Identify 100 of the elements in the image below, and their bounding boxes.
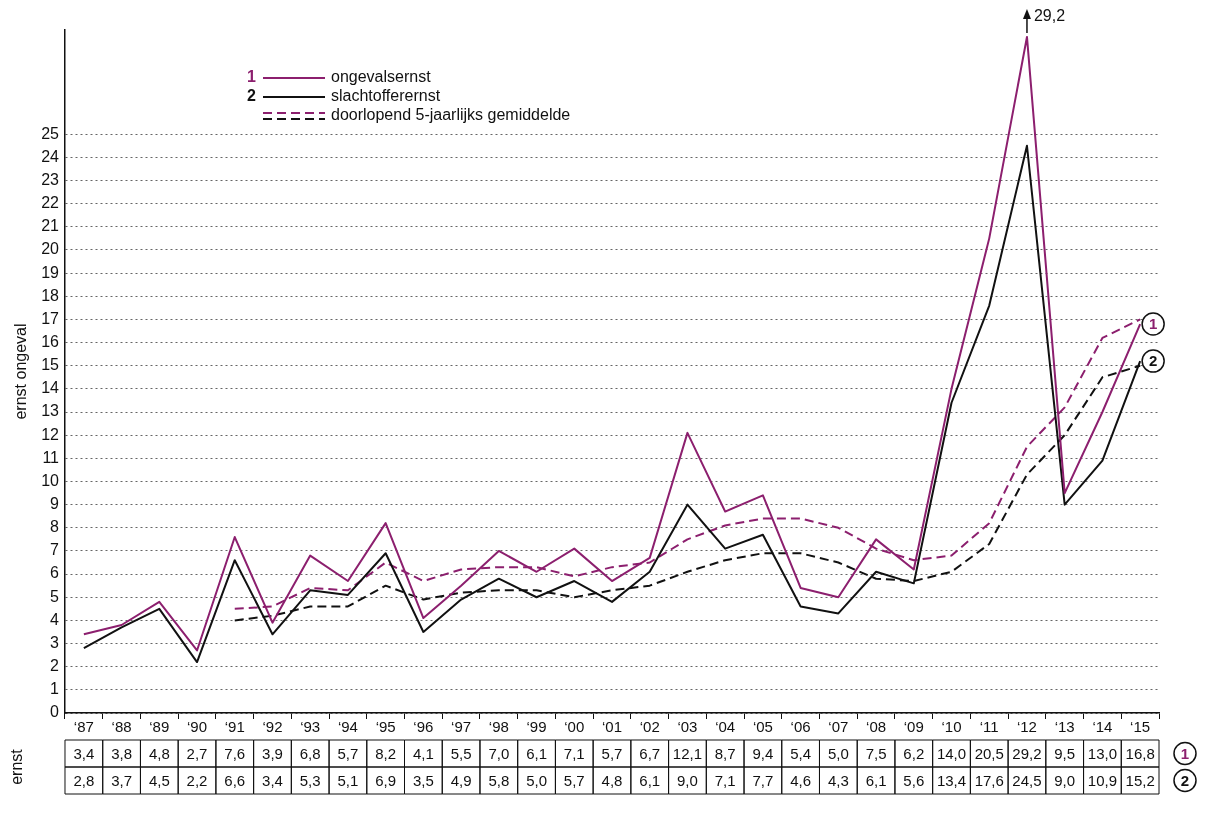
y-tick-label: 17 bbox=[41, 309, 60, 327]
x-tick-label: ‘00 bbox=[564, 718, 585, 736]
data-label: 8,2 bbox=[375, 744, 397, 762]
y-tick-label: 19 bbox=[41, 263, 60, 281]
data-label: 5,7 bbox=[563, 771, 585, 789]
text: 1 bbox=[1180, 744, 1190, 762]
y-tick-label: 11 bbox=[42, 448, 60, 466]
text: ernst bbox=[8, 748, 26, 785]
x-tick-label: ‘06 bbox=[790, 718, 811, 736]
annotation: 1 bbox=[1148, 315, 1158, 333]
data-label: 4,6 bbox=[790, 771, 812, 789]
data-label: 16,8 bbox=[1125, 744, 1155, 762]
data-label: 9,4 bbox=[752, 744, 774, 762]
y-tick-label: 6 bbox=[50, 564, 60, 582]
legend-label: slachtofferernst bbox=[331, 87, 441, 105]
x-tick-label: ‘01 bbox=[601, 718, 623, 736]
data-label: 8,7 bbox=[714, 744, 736, 762]
y-tick-label: 23 bbox=[41, 170, 60, 188]
x-tick-label: ‘11 bbox=[979, 718, 999, 736]
x-tick-label: ‘15 bbox=[1130, 718, 1151, 736]
data-label: 5,5 bbox=[450, 744, 472, 762]
x-tick-label: ‘92 bbox=[262, 718, 283, 736]
y-tick-label: 20 bbox=[41, 240, 60, 258]
data-label: 6,8 bbox=[299, 744, 321, 762]
x-tick-label: ‘91 bbox=[224, 718, 245, 736]
x-tick-label: ‘02 bbox=[639, 718, 660, 736]
y-tick-label: 8 bbox=[50, 518, 60, 536]
data-label: 5,0 bbox=[827, 744, 849, 762]
x-tick-label: ‘90 bbox=[187, 718, 208, 736]
data-label: 4,1 bbox=[412, 744, 434, 762]
y-axis-title: ernst ongeval bbox=[12, 323, 30, 420]
data-label: 20,5 bbox=[974, 744, 1004, 762]
x-tick-label: ‘99 bbox=[526, 718, 547, 736]
y-tick-label: 22 bbox=[41, 194, 60, 212]
y-tick-label: 9 bbox=[50, 495, 60, 513]
data-label: 7,1 bbox=[563, 744, 585, 762]
data-label: 5,7 bbox=[601, 744, 623, 762]
data-label: 3,9 bbox=[262, 744, 283, 762]
legend-label: doorlopend 5-jaarlijks gemiddelde bbox=[331, 106, 571, 124]
y-tick-label: 15 bbox=[41, 356, 60, 374]
data-label: 5,7 bbox=[337, 744, 359, 762]
data-label: 3,4 bbox=[73, 744, 95, 762]
x-tick-label: ‘10 bbox=[941, 718, 962, 736]
y-tick-label: 0 bbox=[50, 703, 60, 721]
y-tick-label: 1 bbox=[50, 680, 60, 698]
text: 2 bbox=[247, 87, 256, 105]
data-label: 7,6 bbox=[224, 744, 246, 762]
data-label: 15,2 bbox=[1125, 771, 1155, 789]
data-label: 5,1 bbox=[337, 771, 359, 789]
data-label: 6,6 bbox=[224, 771, 246, 789]
data-label: 4,5 bbox=[148, 771, 170, 789]
data-label: 2,8 bbox=[73, 771, 95, 789]
data-label: 7,5 bbox=[865, 744, 887, 762]
data-label: 5,6 bbox=[903, 771, 925, 789]
data-label: 4,3 bbox=[827, 771, 849, 789]
y-tick-label: 16 bbox=[41, 332, 60, 350]
y-tick-label: 21 bbox=[41, 217, 60, 235]
x-tick-label: ‘05 bbox=[752, 718, 773, 736]
data-label: 5,4 bbox=[790, 744, 812, 762]
y-tick-label: 7 bbox=[50, 541, 60, 559]
x-tick-label: ‘93 bbox=[300, 718, 321, 736]
x-tick-label: ‘12 bbox=[1016, 718, 1037, 736]
x-tick-label: ‘96 bbox=[413, 718, 434, 736]
data-label: 4,9 bbox=[450, 771, 472, 789]
annotation: 29,2 bbox=[1033, 7, 1066, 25]
x-tick-label: ‘88 bbox=[111, 718, 132, 736]
x-tick-label: ‘94 bbox=[337, 718, 358, 736]
x-tick-label: ‘07 bbox=[828, 718, 849, 736]
data-label: 5,8 bbox=[488, 771, 510, 789]
data-label: 13,4 bbox=[936, 771, 967, 789]
data-label: 5,0 bbox=[526, 771, 547, 789]
data-label: 6,7 bbox=[639, 744, 661, 762]
y-tick-label: 25 bbox=[41, 124, 60, 142]
y-tick-label: 18 bbox=[41, 286, 60, 304]
data-label: 4,8 bbox=[601, 771, 623, 789]
data-label: 17,6 bbox=[974, 771, 1004, 789]
data-label: 9,0 bbox=[1054, 771, 1076, 789]
data-label: 6,2 bbox=[903, 744, 925, 762]
x-tick-label: ‘14 bbox=[1092, 718, 1113, 736]
text: 2 bbox=[1180, 771, 1190, 789]
data-label: 29,2 bbox=[1012, 744, 1042, 762]
y-tick-label: 5 bbox=[50, 587, 60, 605]
data-label: 9,0 bbox=[677, 771, 698, 789]
data-label: 5,3 bbox=[299, 771, 321, 789]
data-label: 9,5 bbox=[1054, 744, 1076, 762]
data-label: 7,7 bbox=[752, 771, 774, 789]
x-tick-label: ‘13 bbox=[1054, 718, 1075, 736]
y-tick-label: 2 bbox=[50, 657, 60, 675]
data-label: 3,7 bbox=[111, 771, 133, 789]
data-label: 2,7 bbox=[186, 744, 208, 762]
x-tick-label: ‘97 bbox=[451, 718, 472, 736]
data-label: 6,1 bbox=[639, 771, 661, 789]
data-label: 6,1 bbox=[526, 744, 547, 762]
data-label: 2,2 bbox=[186, 771, 208, 789]
y-tick-label: 4 bbox=[50, 610, 60, 628]
data-label: 7,0 bbox=[488, 744, 510, 762]
x-tick-label: ‘95 bbox=[375, 718, 396, 736]
data-label: 3,4 bbox=[262, 771, 283, 789]
data-label: 14,0 bbox=[936, 744, 967, 762]
data-label: 6,1 bbox=[865, 771, 887, 789]
